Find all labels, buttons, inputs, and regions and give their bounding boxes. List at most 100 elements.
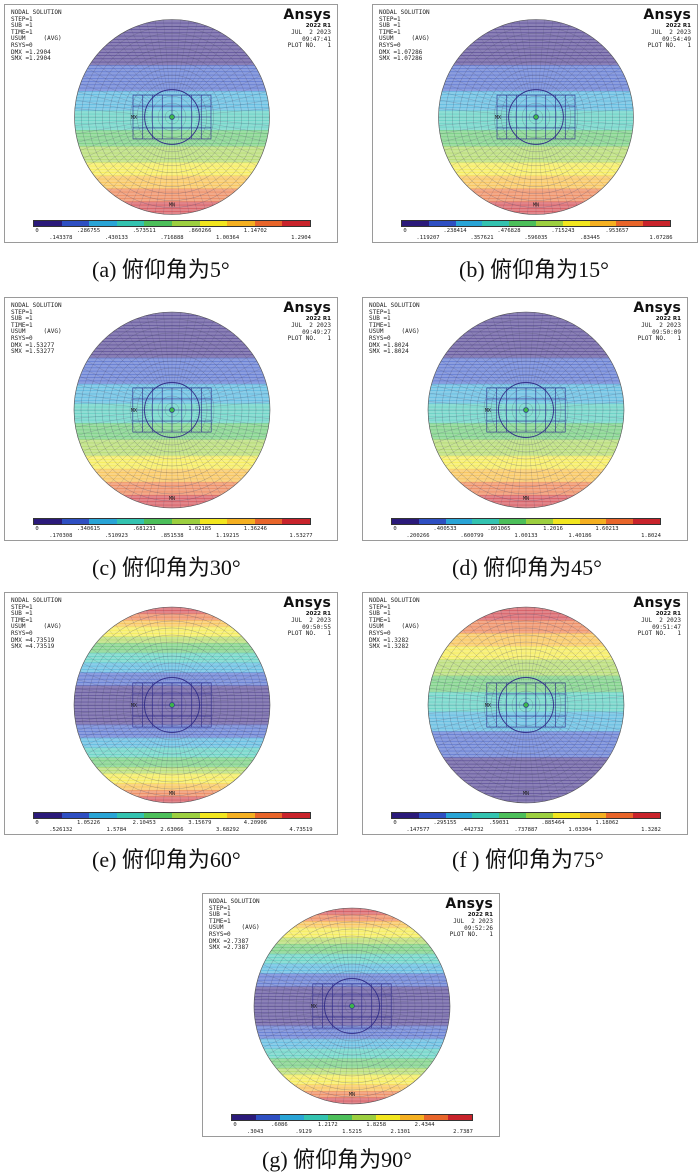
mesh-spoke <box>178 728 198 800</box>
mesh-spoke <box>553 47 606 100</box>
colorbar <box>391 518 661 525</box>
colorbar-ticks: 0 .400533 .801065 1.2016 1.60213 .200266 .6007… <box>391 526 661 540</box>
header-line: NODAL SOLUTION <box>209 898 260 905</box>
ansys-logo: Ansys 2022 R1 <box>445 897 493 919</box>
plot-stamp: JUL 2 2023 09:47:41 PLOT NO. 1 <box>288 29 331 50</box>
mesh-spoke <box>295 925 339 987</box>
mesh-spoke <box>267 956 331 994</box>
mesh-spoke <box>180 317 206 388</box>
header-line: NODAL SOLUTION <box>369 597 420 604</box>
header-line: SUB =1 <box>11 610 33 618</box>
mesh-spoke <box>196 687 269 701</box>
mesh-spoke <box>356 1030 370 1103</box>
mesh-spoke <box>193 129 257 166</box>
mesh-spoke <box>343 1030 351 1104</box>
mesh-spoke <box>92 60 153 104</box>
mesh-spoke <box>517 729 525 803</box>
mesh-spoke <box>257 980 329 1000</box>
mesh-spoke <box>182 28 214 95</box>
mesh-spoke <box>288 930 337 988</box>
colorbar-swatch <box>392 813 419 818</box>
mesh-spoke <box>476 620 514 684</box>
mesh-spoke <box>429 414 502 428</box>
tick-label: .286755 <box>77 228 101 234</box>
mesh-spoke <box>254 1007 328 1015</box>
mesh-spoke <box>362 917 394 984</box>
mesh-spoke <box>182 432 214 499</box>
colorbar-swatch <box>633 813 660 818</box>
dish-outline <box>438 19 634 215</box>
tick-label: 1.5215 <box>342 1129 362 1135</box>
contour-band <box>428 383 624 388</box>
colorbar-swatch <box>116 813 145 818</box>
mesh-spoke <box>445 353 507 397</box>
header-line: RSYS=0 <box>11 334 33 342</box>
mesh-spoke <box>544 25 570 95</box>
mesh-spoke <box>536 321 568 388</box>
tick-label: 2.4344 <box>414 1122 435 1128</box>
mesh-spoke <box>185 724 229 786</box>
mesh-spoke <box>550 709 623 723</box>
mesh-spoke <box>189 722 242 775</box>
colorbar-swatch <box>34 519 62 524</box>
mesh-spoke <box>97 132 154 180</box>
mesh-spoke <box>102 340 155 393</box>
colorbar-swatch <box>616 221 644 226</box>
tick-label: .3043 <box>246 1129 264 1135</box>
tick-label: 2.10453 <box>132 820 156 826</box>
mesh-spoke <box>194 420 261 452</box>
mesh-spoke <box>176 729 190 802</box>
mesh-spoke <box>479 136 523 197</box>
mesh-spoke <box>187 428 236 486</box>
mesh-spoke <box>545 353 607 397</box>
mesh-spoke <box>180 139 206 209</box>
header-line: SUB =1 <box>369 315 391 323</box>
mx-marker: MX <box>485 408 491 414</box>
mesh-spoke <box>492 432 518 503</box>
mesh-spoke <box>532 610 552 682</box>
header-line: NODAL SOLUTION <box>11 597 62 604</box>
header-line: SUB =1 <box>379 22 401 30</box>
mesh-spoke <box>476 325 514 389</box>
mn-marker: MN <box>169 203 175 209</box>
mesh-spoke <box>75 392 148 406</box>
mesh-spoke <box>191 648 253 692</box>
mesh-spoke <box>362 1028 394 1095</box>
tick-label: 1.03304 <box>568 827 592 833</box>
colorbar-swatch <box>34 221 62 226</box>
mesh-spoke <box>369 1023 422 1076</box>
colorbar-swatch <box>525 519 553 524</box>
mesh-spoke <box>79 376 150 402</box>
hub-node <box>169 702 175 708</box>
tick-label: .9129 <box>295 1129 312 1135</box>
mesh-spoke <box>530 434 544 507</box>
mesh-spoke <box>437 420 504 452</box>
mesh-spoke <box>548 376 619 402</box>
colorbar-swatch <box>376 1115 400 1120</box>
colorbar-swatch <box>282 221 310 226</box>
panel-b: MX MN NODAL SOLUTION STEP=1 SUB =1 TIME=1 USUM… <box>372 4 698 243</box>
mesh-spoke <box>185 329 229 391</box>
header-line: NODAL SOLUTION <box>379 9 430 16</box>
caption-g: (g) 俯仰角为90° <box>262 1147 412 1172</box>
mesh-spoke <box>185 136 229 197</box>
mesh-spoke <box>532 315 552 387</box>
mesh-spoke <box>80 125 150 151</box>
mesh-spoke <box>536 616 568 683</box>
truss-ring <box>324 978 380 1034</box>
tick-label: .737887 <box>514 827 538 833</box>
mesh-spoke <box>187 42 235 99</box>
mesh-spoke <box>271 1019 333 1063</box>
plot-number: PLOT NO. 1 <box>637 630 681 638</box>
mesh-spoke <box>184 32 221 96</box>
tick-label: .357621 <box>470 235 494 241</box>
colorbar-ticks: 0 .340615 .681231 1.02185 1.36246 .170308 .510… <box>33 526 312 540</box>
mesh-spoke <box>182 727 214 794</box>
colorbar-swatch <box>633 519 660 524</box>
mesh-spoke <box>444 125 514 151</box>
mesh-spoke <box>282 936 335 989</box>
header-line: NODAL SOLUTION <box>369 302 420 309</box>
mesh-spoke <box>196 108 270 116</box>
mesh-spoke <box>502 139 528 209</box>
mesh-spoke <box>288 1024 337 1082</box>
